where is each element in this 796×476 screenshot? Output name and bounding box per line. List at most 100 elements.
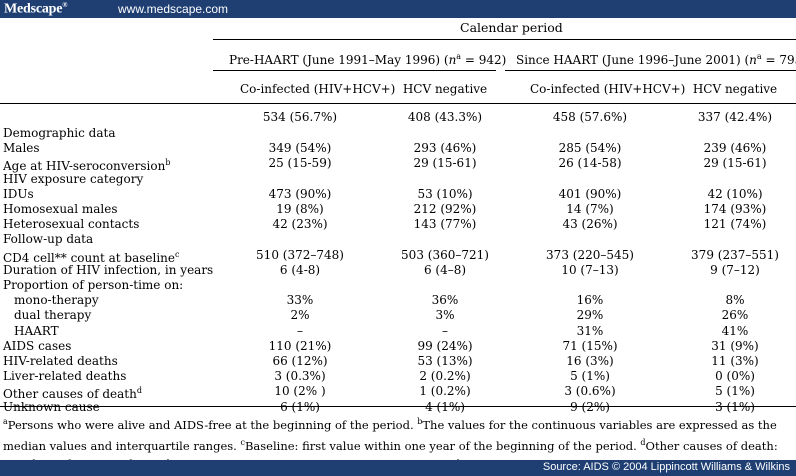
row-label-text: Age at HIV-seroconversion [3, 159, 166, 174]
table-cell: 239 (46%) [703, 141, 767, 156]
medscape-logo[interactable]: Medscape® [4, 1, 68, 17]
table-cell: 349 (54%) [268, 141, 332, 156]
rule-calendar [213, 39, 796, 40]
table-cell: 473 (90%) [268, 186, 332, 201]
rule-table-bottom [0, 406, 796, 407]
table-cell: 10 (7–13) [561, 262, 619, 277]
row-label: Age at HIV-seroconversionb [3, 156, 170, 173]
table-cell: 99 (24%) [417, 338, 473, 353]
table-cell: 26 (14-58) [558, 156, 622, 171]
table-cell: 29 (15-61) [703, 156, 767, 171]
table-cell: 3 (0.6%) [564, 384, 616, 399]
table-cell: 19 (8%) [276, 202, 324, 216]
table-cell: 31 (9%) [711, 338, 759, 353]
column-header-4: HCV negative [692, 82, 778, 96]
table-cell: 143 (77%) [413, 217, 477, 232]
table-cell: 293 (46%) [413, 141, 477, 156]
row-label: Homosexual males [3, 202, 118, 216]
row-label: Duration of HIV infection, in years [3, 263, 213, 277]
table-cell: 42 (10%) [707, 186, 763, 201]
table-cell: 53 (13%) [417, 354, 473, 368]
footer-bar: Source: AIDS © 2004 Lippincott Williams … [0, 460, 796, 476]
row-label: Follow-up data [3, 232, 93, 246]
footnote-mark: d [136, 386, 142, 396]
table-cell: 373 (220–545) [546, 247, 634, 262]
table-cell: – [297, 323, 303, 338]
period1-heading: Pre-HAART (June 1991–May 1996) (na = 942… [229, 52, 507, 67]
row-label: HIV exposure category [3, 172, 143, 186]
table-cell: 29 (15-61) [413, 156, 477, 171]
row-label-text: Other causes of death [3, 387, 137, 402]
period2-heading: Since HAART (June 1996–June 2001) (na = … [516, 52, 796, 67]
row-label: mono-therapy [14, 293, 99, 307]
row-label-text: CD4 cell** count at baseline [3, 250, 175, 265]
table-cell: 6 (4-8) [279, 262, 321, 277]
table-cell: 5 (1%) [715, 384, 755, 399]
row-label: HIV-related deaths [3, 354, 118, 368]
row-label-text: Duration of HIV infection, in years [3, 262, 214, 277]
total-cell: 408 (43.3%) [407, 110, 483, 124]
table-cell: 36% [431, 293, 459, 308]
row-label: dual therapy [14, 308, 91, 322]
total-cell: 458 (57.6%) [552, 110, 628, 124]
rule-header-bottom [0, 103, 796, 104]
table-cell: 2 (0.2%) [419, 369, 471, 384]
table-cell: 0 (0%) [715, 369, 755, 384]
table-cell: 285 (54%) [558, 141, 622, 156]
table-cell: 3 (0.3%) [274, 369, 326, 384]
site-url[interactable]: www.medscape.com [118, 2, 229, 16]
row-label-text: Liver-related deaths [3, 369, 127, 384]
table-cell: 14 (7%) [566, 202, 614, 216]
table-cell: 16 (3%) [566, 354, 614, 368]
table-cell: 29% [576, 308, 604, 323]
row-label: Liver-related deaths [3, 369, 126, 383]
row-label: CD4 cell** count at baselinec [3, 248, 179, 265]
row-label-text: mono-therapy [14, 293, 99, 308]
table-cell: 2% [290, 308, 310, 323]
table-cell: 33% [286, 293, 314, 308]
footnote-mark: b [165, 158, 171, 168]
table-cell: 11 (3%) [711, 354, 759, 368]
row-label-text: IDUs [3, 186, 34, 201]
table-cell: 41% [721, 323, 749, 338]
table-cell: 121 (74%) [703, 217, 767, 232]
table-cell: 1 (0.2%) [419, 384, 471, 399]
table-cell: 3% [435, 308, 455, 323]
table-cell: 42 (23%) [272, 217, 328, 232]
total-cell: 337 (42.4%) [697, 110, 773, 124]
table-cell: 26% [721, 308, 749, 323]
footnote-mark: c [175, 249, 180, 259]
table-cell: 10 (2% ) [274, 384, 326, 399]
row-label-text: Follow-up data [3, 232, 94, 247]
table-cell: 503 (360–721) [401, 247, 489, 262]
table-cell: 53 (10%) [417, 186, 473, 201]
table-cell: 5 (1%) [570, 369, 610, 384]
table-cell: 510 (372–748) [256, 247, 344, 262]
row-label: Heterosexual contacts [3, 217, 139, 231]
table-cell: 31% [576, 323, 604, 338]
table-cell: 43 (26%) [562, 217, 618, 232]
column-header-1: Co-infected (HIV+HCV+) [240, 82, 396, 96]
row-label: HAART [14, 324, 59, 338]
source-credit: Source: AIDS © 2004 Lippincott Williams … [542, 461, 790, 473]
row-label-text: Homosexual males [3, 202, 118, 216]
table-cell: 9 (7–12) [710, 262, 760, 277]
row-label: Demographic data [3, 126, 116, 140]
rule-period2 [505, 70, 796, 71]
row-label-text: Heterosexual contacts [3, 217, 140, 232]
row-label-text: Males [3, 141, 40, 156]
table-cell: 379 (237–551) [691, 247, 779, 262]
table-cell: 71 (15%) [562, 338, 618, 353]
table-cell: – [442, 323, 448, 338]
total-cell: 534 (56.7%) [262, 110, 338, 124]
column-header-3: Co-infected (HIV+HCV+) [530, 82, 686, 96]
header-bar: Medscape® www.medscape.com [0, 0, 796, 18]
table-cell: 174 (93%) [703, 202, 767, 216]
row-label: Other causes of deathd [3, 384, 142, 401]
row-label-text: Proportion of person-time on: [3, 278, 184, 292]
table-cell: 110 (21%) [268, 338, 332, 353]
table-cell: 25 (15-59) [268, 156, 332, 171]
row-label-text: HAART [14, 323, 59, 338]
row-label-text: HIV exposure category [3, 171, 144, 186]
rule-period1 [213, 70, 496, 71]
